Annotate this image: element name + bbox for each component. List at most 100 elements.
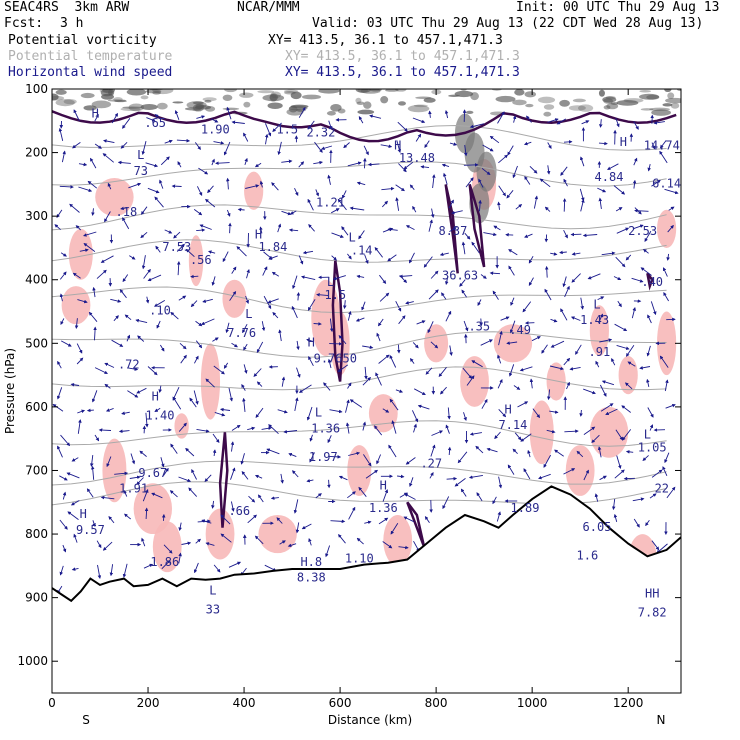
shaded-area — [639, 90, 652, 93]
wind-vector — [327, 479, 331, 489]
wind-vector — [642, 455, 649, 462]
wind-vector — [544, 288, 552, 301]
wind-vector — [405, 457, 416, 465]
wind-vector — [444, 110, 449, 119]
theta-contour — [52, 420, 667, 447]
plot-frame — [51, 88, 682, 694]
pv-label: HH — [645, 587, 659, 601]
shaded-area — [656, 209, 677, 248]
shaded-area — [543, 104, 555, 110]
wind-vector — [376, 454, 382, 465]
wind-vector — [438, 367, 447, 377]
wind-vector — [193, 390, 199, 405]
wind-vector — [508, 364, 515, 377]
wind-vector — [595, 360, 600, 368]
wind-vector — [178, 552, 182, 564]
wind-vector — [625, 450, 634, 454]
wind-vector — [459, 279, 466, 287]
wind-vector — [191, 468, 198, 480]
wind-vector — [86, 488, 94, 498]
wind-vector — [579, 188, 585, 202]
wind-vector — [409, 184, 415, 190]
pv-label: 1.84 — [258, 240, 287, 254]
wind-vector — [639, 366, 651, 370]
pv-contour — [468, 184, 486, 268]
wind-vector — [399, 492, 408, 498]
wind-vector — [597, 446, 602, 458]
pv-contour — [331, 260, 344, 382]
wind-vector — [569, 366, 581, 371]
wind-vector — [160, 344, 165, 352]
wind-vector — [649, 493, 657, 499]
wind-vector — [497, 378, 503, 389]
wind-vector — [190, 300, 198, 308]
wind-vector — [293, 499, 299, 514]
wind-vector — [248, 495, 256, 503]
wind-vector — [528, 255, 534, 264]
wind-vector — [327, 435, 332, 444]
theta-contour — [52, 366, 667, 391]
wind-vector — [607, 163, 619, 170]
wind-vector — [471, 241, 480, 254]
shaded-area — [222, 279, 247, 318]
wind-vector — [409, 357, 415, 364]
wind-vector — [176, 261, 181, 276]
wind-vector — [199, 224, 212, 230]
wind-vector — [230, 467, 236, 480]
valid-time: Valid: 03 UTC Thu 29 Aug 13 (22 CDT Wed … — [312, 16, 704, 31]
wind-vector — [204, 474, 212, 482]
wind-vector — [482, 144, 494, 152]
wind-vector — [146, 117, 156, 122]
wind-vector — [74, 318, 79, 329]
wind-vector — [161, 559, 171, 570]
wind-vector — [449, 345, 453, 356]
wind-vector — [141, 255, 146, 270]
wind-vector — [151, 492, 163, 499]
wind-vector — [594, 493, 599, 502]
wind-vector — [120, 141, 128, 149]
pv-label: 1.91 — [119, 482, 148, 496]
wind-vector — [59, 293, 64, 302]
wind-vector — [210, 118, 219, 123]
wind-vector — [139, 450, 147, 457]
wind-vector — [302, 250, 314, 255]
wind-vector — [405, 301, 414, 305]
wind-vector — [141, 140, 147, 155]
wind-vector — [337, 364, 349, 373]
wind-vector — [417, 404, 430, 410]
pv-label: H — [308, 336, 315, 350]
wind-vector — [462, 367, 473, 379]
wind-vector — [337, 198, 347, 211]
wind-vector — [382, 227, 394, 233]
wind-vector — [225, 322, 230, 334]
wind-vector — [439, 386, 447, 395]
wind-vector — [616, 455, 622, 469]
wind-vector — [461, 241, 466, 255]
wind-vector — [509, 320, 516, 334]
wind-vector — [119, 289, 127, 299]
wind-vector — [544, 206, 551, 212]
wind-vector — [375, 372, 382, 386]
wind-vector — [102, 541, 113, 551]
fcst-value: 3 h — [60, 16, 84, 31]
wind-vector — [129, 255, 136, 260]
shaded-area — [529, 400, 554, 465]
wind-vector — [256, 341, 264, 353]
wind-vector — [356, 181, 366, 186]
wind-vector — [403, 161, 414, 170]
wind-vector — [374, 246, 383, 258]
wind-vector — [514, 432, 522, 441]
y-tick-label: 200 — [25, 146, 48, 160]
theta-contour — [52, 124, 667, 151]
pv-label: 8.37 — [438, 224, 467, 238]
wind-vector — [448, 199, 454, 209]
wind-vector — [659, 140, 667, 149]
wind-vector — [532, 408, 541, 419]
wind-vector — [123, 489, 128, 497]
wind-vector — [423, 256, 433, 268]
wind-vector — [113, 315, 119, 322]
wind-vector — [241, 384, 246, 391]
shaded-area — [102, 438, 127, 503]
wind-vector — [479, 318, 483, 327]
theta-contour — [52, 286, 667, 314]
